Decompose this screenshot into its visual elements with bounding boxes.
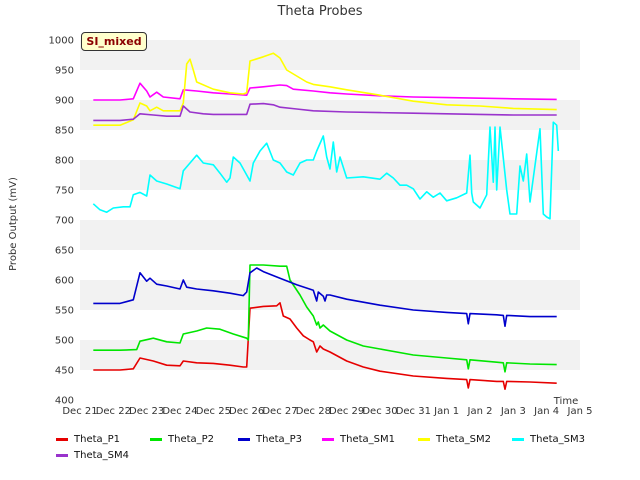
x-tick-label: Dec 21 — [62, 406, 97, 417]
legend-item-theta-sm4: Theta_SM4 — [56, 450, 129, 461]
y-tick-label: 600 — [55, 276, 74, 287]
site-badge: SI_mixed — [81, 32, 147, 51]
series-line-theta-sm1 — [93, 82, 557, 101]
chart-legend: Theta_P1 Theta_P2 Theta_P3 Theta_SM1 Theta_S… — [0, 434, 640, 474]
series-line-theta-p2 — [93, 264, 557, 373]
x-tick-label: Dec 31 — [396, 406, 431, 417]
y-axis-ticks: 400 450 500 550 600 650 700 750 800 850 900 950 1000 — [49, 36, 74, 407]
x-tick-label: Jan 4 — [533, 406, 559, 417]
y-tick-label: 450 — [55, 366, 74, 377]
x-tick-label: Dec 25 — [196, 406, 231, 417]
legend-item-theta-sm3: Theta_SM3 — [512, 434, 585, 445]
y-tick-label: 400 — [55, 396, 74, 407]
x-axis-label: Time — [553, 396, 578, 407]
series-line-theta-sm2 — [93, 52, 557, 126]
y-tick-label: 950 — [55, 66, 74, 77]
legend-label: Theta_P3 — [256, 434, 303, 445]
grid-band — [80, 40, 580, 70]
legend-item-theta-p2: Theta_P2 — [150, 434, 214, 445]
x-tick-label: Dec 27 — [262, 406, 297, 417]
legend-swatch — [238, 437, 250, 441]
legend-label: Theta_SM3 — [530, 434, 585, 445]
x-tick-label: Dec 30 — [362, 406, 397, 417]
y-tick-label: 900 — [55, 96, 74, 107]
chart-title: Theta Probes — [276, 4, 362, 19]
x-tick-label: Dec 23 — [129, 406, 164, 417]
legend-label: Theta_SM1 — [340, 434, 395, 445]
legend-item-theta-sm1: Theta_SM1 — [322, 434, 395, 445]
legend-swatch — [512, 437, 524, 441]
x-tick-label: Jan 1 — [433, 406, 459, 417]
series-line-theta-sm3 — [92, 121, 560, 220]
x-tick-label: Dec 29 — [329, 406, 364, 417]
grid-band — [80, 340, 580, 370]
legend-item-theta-p1: Theta_P1 — [56, 434, 120, 445]
x-tick-label: Jan 3 — [500, 406, 526, 417]
y-tick-label: 800 — [55, 156, 74, 167]
legend-swatch — [56, 437, 68, 441]
legend-item-theta-p3: Theta_P3 — [238, 434, 302, 445]
series-lines — [92, 52, 560, 391]
y-tick-label: 500 — [55, 336, 74, 347]
y-tick-label: 850 — [55, 126, 74, 137]
legend-label: Theta_P1 — [74, 434, 121, 445]
legend-label: Theta_SM2 — [436, 434, 491, 445]
y-tick-label: 700 — [55, 216, 74, 227]
grid-band — [80, 220, 580, 250]
legend-swatch — [322, 437, 334, 441]
legend-swatch — [56, 453, 68, 457]
series-line-theta-sm4 — [93, 102, 557, 122]
y-axis-label: Probe Output (mV) — [8, 177, 19, 271]
legend-swatch — [150, 437, 162, 441]
x-tick-label: Dec 28 — [296, 406, 331, 417]
y-tick-label: 1000 — [49, 36, 74, 47]
y-tick-label: 650 — [55, 246, 74, 257]
y-tick-label: 750 — [55, 186, 74, 197]
x-tick-label: Dec 22 — [96, 406, 131, 417]
x-tick-label: Dec 24 — [162, 406, 197, 417]
legend-swatch — [418, 437, 430, 441]
legend-label: Theta_SM4 — [74, 450, 129, 461]
x-tick-label: Jan 5 — [567, 406, 593, 417]
y-tick-label: 550 — [55, 306, 74, 317]
x-tick-label: Dec 26 — [229, 406, 264, 417]
series-line-theta-p3 — [93, 267, 557, 328]
legend-label: Theta_P2 — [168, 434, 215, 445]
series-line-theta-p1 — [93, 301, 557, 391]
x-tick-label: Jan 2 — [467, 406, 493, 417]
legend-item-theta-sm2: Theta_SM2 — [418, 434, 491, 445]
